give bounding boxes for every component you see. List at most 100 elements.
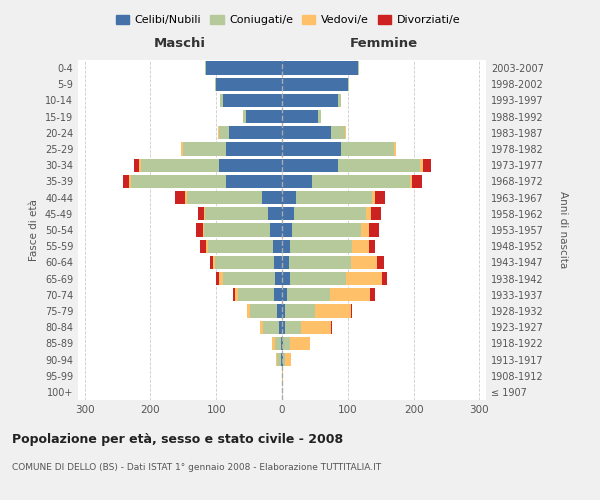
Bar [274,288,282,302]
Bar [281,336,282,350]
Bar [282,126,331,140]
Bar [382,272,387,285]
Bar [301,320,331,334]
Bar [282,353,283,366]
Bar [330,288,370,302]
Bar [139,158,140,172]
Bar [282,94,338,107]
Bar [250,304,277,318]
Bar [223,272,275,285]
Bar [348,78,349,91]
Bar [134,158,139,172]
Bar [263,320,280,334]
Bar [218,126,220,140]
Bar [130,175,131,188]
Bar [229,126,282,140]
Bar [196,224,203,236]
Bar [296,191,372,204]
Bar [283,336,290,350]
Bar [351,256,377,269]
Bar [226,142,282,156]
Bar [351,304,352,318]
Bar [242,110,246,124]
Bar [203,224,205,236]
Bar [366,207,371,220]
Bar [294,207,366,220]
Bar [377,256,384,269]
Bar [220,158,282,172]
Bar [420,158,423,172]
Bar [282,336,283,350]
Bar [175,191,185,204]
Bar [282,288,287,302]
Text: COMUNE DI DELLO (BS) - Dati ISTAT 1° gennaio 2008 - Elaborazione TUTTITALIA.IT: COMUNE DI DELLO (BS) - Dati ISTAT 1° gen… [12,462,381,471]
Bar [220,272,223,285]
Bar [282,207,294,220]
Bar [315,304,351,318]
Text: Femmine: Femmine [350,38,418,51]
Bar [206,62,282,74]
Bar [140,158,220,172]
Bar [205,62,206,74]
Bar [181,142,183,156]
Bar [235,288,238,302]
Bar [215,78,216,91]
Bar [275,336,281,350]
Bar [206,240,208,253]
Bar [423,158,431,172]
Bar [282,304,285,318]
Bar [208,240,274,253]
Bar [282,224,292,236]
Bar [281,353,282,366]
Bar [247,304,250,318]
Bar [282,272,290,285]
Bar [282,320,284,334]
Bar [282,62,358,74]
Bar [276,353,277,366]
Bar [277,304,282,318]
Bar [369,240,376,253]
Bar [260,320,263,334]
Bar [216,78,282,91]
Bar [290,336,310,350]
Bar [282,256,289,269]
Bar [372,191,376,204]
Bar [282,369,283,382]
Bar [290,240,352,253]
Bar [344,126,346,140]
Bar [274,256,282,269]
Legend: Celibi/Nubili, Coniugati/e, Vedovi/e, Divorziati/e: Celibi/Nubili, Coniugati/e, Vedovi/e, Di… [112,10,464,30]
Bar [246,110,282,124]
Bar [226,175,282,188]
Bar [338,158,420,172]
Bar [370,288,375,302]
Bar [238,288,274,302]
Bar [283,353,285,366]
Bar [280,320,282,334]
Bar [290,272,346,285]
Bar [331,126,344,140]
Text: Popolazione per età, sesso e stato civile - 2008: Popolazione per età, sesso e stato civil… [12,432,343,446]
Bar [199,207,203,220]
Bar [285,353,290,366]
Y-axis label: Fasce di età: Fasce di età [29,199,39,261]
Bar [338,94,341,107]
Bar [282,191,296,204]
Bar [185,191,187,204]
Bar [213,256,215,269]
Bar [123,175,130,188]
Bar [203,207,205,220]
Bar [282,110,318,124]
Bar [282,175,311,188]
Bar [277,353,281,366]
Bar [220,126,229,140]
Bar [369,224,379,236]
Bar [358,62,359,74]
Bar [361,224,369,236]
Bar [331,320,332,334]
Bar [292,224,361,236]
Bar [209,256,213,269]
Bar [410,175,412,188]
Text: Maschi: Maschi [154,38,206,51]
Bar [282,240,290,253]
